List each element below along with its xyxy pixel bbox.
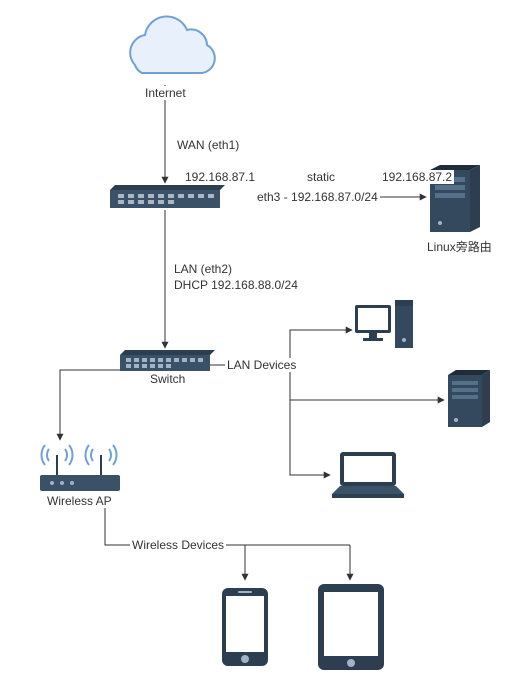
- label-wireless-devices: Wireless Devices: [130, 538, 226, 552]
- edge-trunk-laptop: [290, 400, 330, 475]
- wireless-ap-icon: [40, 445, 120, 491]
- network-svg: [0, 0, 531, 680]
- label-linux-ip: 192.168.87.2: [380, 170, 454, 184]
- label-router-ip: 192.168.87.1: [183, 170, 257, 184]
- router-icon: [110, 185, 225, 208]
- label-dhcp: DHCP 192.168.88.0/24: [172, 278, 300, 292]
- label-eth3: eth3 - 192.168.87.0/24: [255, 190, 380, 204]
- label-switch: Switch: [148, 372, 187, 386]
- label-wan: WAN (eth1): [175, 138, 241, 152]
- label-static: static: [305, 170, 337, 184]
- laptop-icon: [332, 452, 404, 498]
- lan-server-icon: [448, 370, 490, 427]
- label-internet: Internet: [143, 86, 188, 100]
- label-wireless-ap: Wireless AP: [45, 494, 114, 508]
- edge-switch-ap: [60, 370, 130, 440]
- desktop-pc-icon: [355, 300, 413, 348]
- phone-icon: [222, 588, 268, 666]
- cloud-icon: [130, 17, 215, 73]
- switch-icon: [120, 350, 215, 371]
- label-linux: Linux旁路由: [425, 238, 494, 255]
- edge-trunk-server2: [290, 365, 444, 400]
- tablet-icon: [318, 584, 384, 670]
- label-lan-devices: LAN Devices: [225, 358, 298, 372]
- diagram-canvas: Internet WAN (eth1) 192.168.87.1 static …: [0, 0, 531, 680]
- label-lan: LAN (eth2): [172, 262, 234, 276]
- edge-trunk-pc: [290, 330, 352, 365]
